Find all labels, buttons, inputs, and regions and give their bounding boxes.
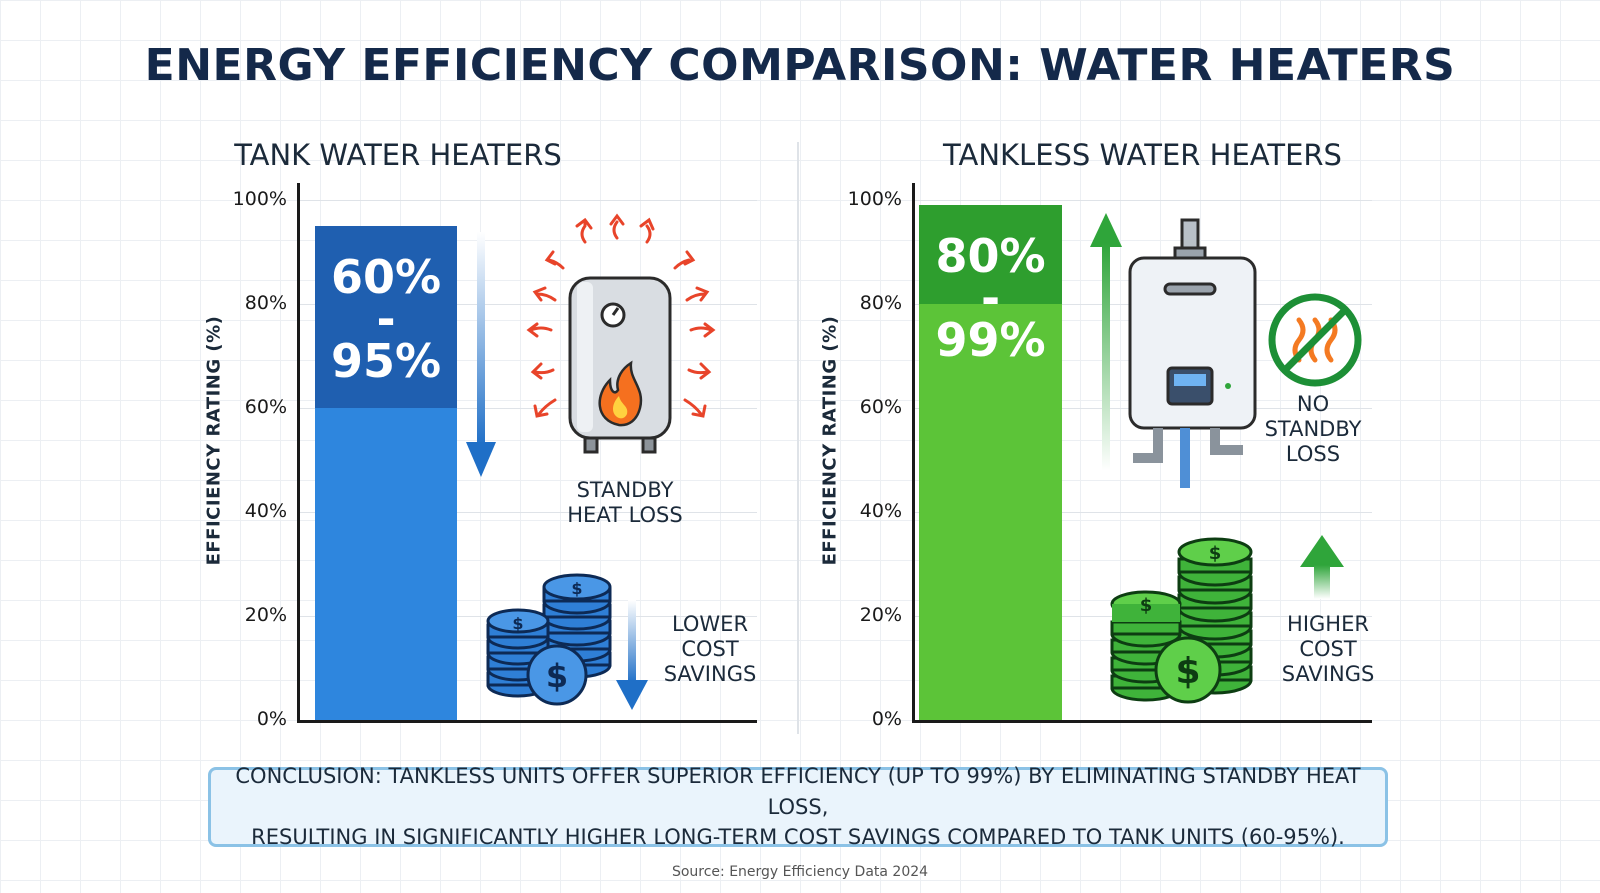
note-line: SAVINGS [1281,662,1375,687]
down-arrow-icon [466,232,496,477]
conclusion-box: CONCLUSION: TANKLESS UNITS OFFER SUPERIO… [208,764,1388,849]
bar-value-label: 60% -95% [315,254,457,384]
y-axis [912,183,915,723]
note-line: COST [681,637,739,662]
gridline [297,304,757,305]
y-axis [297,183,300,723]
panel-divider [797,142,799,734]
coin-stack-icon: $ $ $ [1110,537,1253,704]
y-tick-label: 20% [859,604,902,626]
note-line: LOWER [671,612,749,636]
no-heat-loss-icon [1268,293,1362,387]
tankless-panel: TANKLESS WATER HEATERS [790,120,1580,750]
svg-text:$: $ [1140,595,1153,616]
gridline [297,200,757,201]
bar-range [919,205,1062,304]
bar-value-part: - [980,271,1001,326]
x-axis [297,720,757,723]
up-arrow-icon [1090,213,1122,471]
tank-y-axis-label: EFFICIENCY RATING (%) [203,315,225,566]
note-line: HEAT LOSS [567,503,683,528]
gridline [912,512,1372,513]
y-tick-label: 20% [244,604,287,626]
standby-heat-loss-note: STANDBY HEAT LOSS [540,478,710,528]
bar-value-label: 80% -99% [919,233,1062,363]
y-tick-label: 80% [244,292,287,314]
svg-text:$: $ [1175,651,1200,692]
gridline [297,512,757,513]
svg-text:$: $ [1209,543,1222,564]
tank-chart-area: 0% 20% 40% 60% 80% 100% 60% -95% [233,183,757,730]
tankless-heater-icon [1128,218,1257,488]
note-line: LOSS [1285,442,1341,467]
tank-panel-title: TANK WATER HEATERS [234,138,562,172]
down-arrow-icon [616,600,648,710]
y-tick-label: 100% [847,188,902,210]
note-line: NO [1296,392,1330,416]
up-arrow-icon [1300,535,1344,599]
gridline [297,408,757,409]
bar-body [919,304,1062,720]
coin-stack-icon: $ $ $ [486,573,612,706]
y-tick-label: 0% [871,708,902,730]
water-heater-tank-icon [526,213,716,454]
svg-text:$: $ [512,614,523,633]
y-tick-label: 60% [859,396,902,418]
note-line: STANDBY [1264,417,1362,442]
bar-value-part: 80% [935,229,1046,284]
conclusion-line-2: RESULTING IN SIGNIFICANTLY HIGHER LONG-T… [251,825,1345,850]
higher-cost-savings-note: HIGHER COST SAVINGS [1263,612,1393,688]
bar-value-part: 99% [935,313,1046,368]
bar-range [315,226,457,408]
y-tick-label: 0% [256,708,287,730]
no-standby-loss-note: NO STANDBY LOSS [1248,392,1378,468]
gridline [912,200,1372,201]
tank-panel: TANK WATER HEATERS [0,120,790,750]
note-line: STANDBY [576,478,674,502]
tankless-y-axis-label: EFFICIENCY RATING (%) [819,315,841,566]
y-tick-label: 40% [859,500,902,522]
bar-value-part: - [376,292,396,346]
note-line: SAVINGS [663,662,757,687]
bar-body [315,408,457,720]
bar-value-part: 60% [330,250,442,304]
conclusion-line-1: CONCLUSION: TANKLESS UNITS OFFER SUPERIO… [235,764,1361,819]
y-tick-label: 100% [232,188,287,210]
note-line: HIGHER [1287,612,1369,636]
flame-icon [598,360,643,427]
lower-cost-savings-note: LOWER COST SAVINGS [645,612,775,688]
y-tick-label: 80% [859,292,902,314]
y-tick-label: 60% [244,396,287,418]
heat-wave-arrow-icon [526,213,716,418]
svg-text:$: $ [546,657,568,695]
tankless-panel-title: TANKLESS WATER HEATERS [943,138,1342,172]
bar-value-part: 95% [330,334,442,388]
page-title: ENERGY EFFICIENCY COMPARISON: WATER HEAT… [144,40,1456,91]
svg-text:$: $ [571,579,582,598]
x-axis [912,720,1372,723]
y-tick-label: 40% [244,500,287,522]
source-note: Source: Energy Efficiency Data 2024 [671,864,929,880]
note-line: COST [1299,637,1357,662]
